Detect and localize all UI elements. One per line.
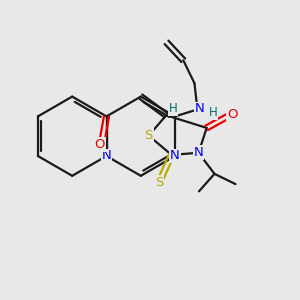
Text: H: H [168, 102, 177, 115]
Text: O: O [94, 138, 105, 151]
Text: N: N [194, 146, 203, 159]
Text: S: S [155, 176, 164, 189]
Text: N: N [170, 149, 180, 163]
Text: N: N [102, 149, 111, 163]
Text: N: N [195, 102, 205, 115]
Text: O: O [227, 108, 238, 121]
Text: H: H [209, 106, 218, 119]
Text: S: S [145, 129, 153, 142]
